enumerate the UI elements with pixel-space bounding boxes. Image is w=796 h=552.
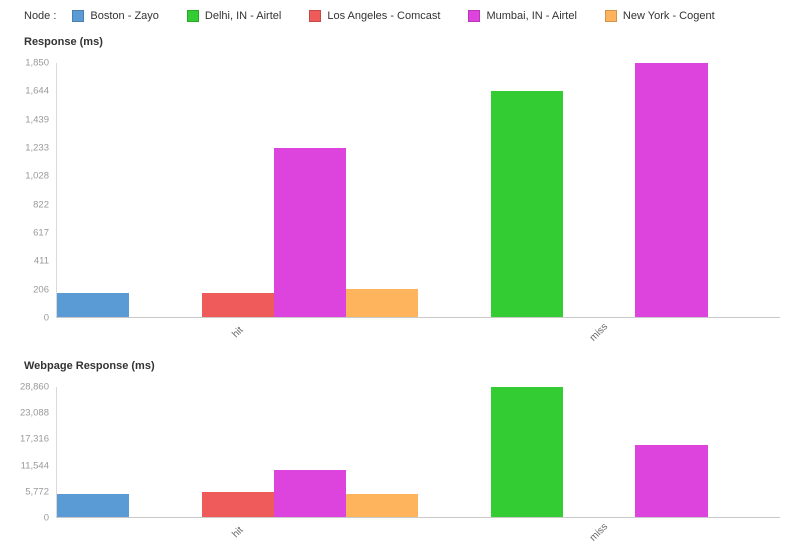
legend-item-label: Delhi, IN - Airtel	[204, 10, 282, 22]
y-tick-label: 617	[33, 227, 49, 239]
y-tick-label: 411	[33, 255, 49, 267]
bar[interactable]	[273, 147, 347, 317]
bar-group	[57, 387, 419, 517]
legend-title: Node :	[24, 10, 57, 22]
bar-slot	[419, 63, 491, 317]
chart-title: Response (ms)	[24, 36, 103, 48]
bar-slot	[201, 387, 274, 517]
x-tick-label: hit	[230, 324, 246, 341]
legend-item-label: Boston - Zayo	[90, 10, 159, 22]
x-group: hit	[57, 518, 419, 546]
x-axis: hit miss	[57, 518, 780, 546]
chart-title: Webpage Response (ms)	[24, 360, 155, 372]
bar-slot	[273, 387, 347, 517]
bar[interactable]	[57, 292, 130, 317]
plot-area	[56, 63, 780, 318]
x-tick-label: hit	[230, 524, 246, 541]
bar[interactable]	[57, 494, 130, 517]
bar-slot	[419, 387, 491, 517]
bar-slot	[635, 387, 708, 517]
bar-slot	[490, 387, 564, 517]
y-tick-label: 0	[43, 512, 49, 524]
legend-item-mumbai-airtel[interactable]: Mumbai, IN - Airtel	[468, 10, 577, 22]
legend-swatch-icon	[468, 10, 481, 22]
y-tick-label: 822	[33, 199, 49, 211]
legend-item-label: New York - Cogent	[622, 10, 715, 22]
y-tick-label: 5,772	[25, 486, 49, 498]
y-tick-label: 1,233	[25, 142, 49, 154]
bar-slot	[346, 387, 419, 517]
bar-slot	[57, 63, 130, 317]
bar-slot	[563, 63, 635, 317]
y-tick-label: 206	[33, 284, 49, 296]
bar-group	[419, 63, 781, 317]
bar-slot	[273, 63, 347, 317]
response-chart: Response (ms) 0 206 411 617 822 1,028 1,233 1,4…	[22, 36, 780, 346]
bar[interactable]	[201, 292, 274, 317]
bar[interactable]	[490, 91, 564, 317]
legend-item-boston-zayo[interactable]: Boston - Zayo	[72, 10, 159, 22]
x-tick-label: miss	[588, 521, 611, 544]
bar-slot	[57, 387, 130, 517]
plot-area	[56, 387, 780, 518]
y-tick-label: 1,028	[25, 170, 49, 182]
bar-slot	[490, 63, 564, 317]
bar[interactable]	[635, 63, 708, 317]
legend-item-new-york-cogent[interactable]: New York - Cogent	[604, 10, 715, 22]
legend-item-label: Mumbai, IN - Airtel	[486, 10, 577, 22]
y-tick-label: 23,088	[19, 407, 49, 419]
y-tick-label: 1,439	[25, 114, 49, 126]
x-tick-label: miss	[588, 321, 611, 344]
x-group: hit	[57, 318, 419, 346]
bar[interactable]	[635, 445, 708, 517]
legend-item-los-angeles-comcast[interactable]: Los Angeles - Comcast	[309, 10, 440, 22]
bar-slot	[563, 387, 635, 517]
legend-swatch-icon	[309, 10, 322, 22]
bar[interactable]	[490, 387, 564, 517]
bar[interactable]	[346, 494, 419, 517]
y-tick-label: 0	[43, 312, 49, 324]
y-axis: 0 5,772 11,544 17,316 23,088 28,860	[19, 382, 56, 524]
y-tick-label: 1,850	[25, 57, 49, 69]
bar-group	[57, 63, 419, 317]
y-tick-label: 1,644	[25, 85, 49, 97]
x-group: miss	[419, 518, 781, 546]
bar[interactable]	[346, 288, 419, 317]
bar-slot	[635, 63, 708, 317]
bar-slot	[708, 387, 780, 517]
bar-slot	[129, 63, 201, 317]
legend-swatch-icon	[604, 10, 617, 22]
legend-item-delhi-airtel[interactable]: Delhi, IN - Airtel	[186, 10, 282, 22]
y-axis: 0 206 411 617 822 1,028 1,233 1,439 1,644 1,850	[22, 58, 56, 324]
bar-slot	[346, 63, 419, 317]
legend-item-label: Los Angeles - Comcast	[327, 10, 441, 22]
x-group: miss	[419, 318, 781, 346]
bar-slot	[129, 387, 201, 517]
x-axis: hit miss	[57, 318, 780, 346]
legend-swatch-icon	[72, 10, 85, 22]
bar-slot	[201, 63, 274, 317]
webpage-response-chart: Webpage Response (ms) 0 5,772 11,544 17,316…	[19, 360, 780, 546]
y-tick-label: 11,544	[20, 460, 49, 472]
y-tick-label: 28,860	[19, 381, 49, 393]
legend-swatch-icon	[186, 10, 199, 22]
bar-group	[419, 387, 781, 517]
bar[interactable]	[201, 492, 274, 517]
chart-legend: Node : Boston - Zayo Delhi, IN - Airtel …	[0, 0, 796, 22]
bar[interactable]	[273, 469, 347, 517]
y-tick-label: 17,316	[19, 433, 49, 445]
bar-slot	[708, 63, 780, 317]
